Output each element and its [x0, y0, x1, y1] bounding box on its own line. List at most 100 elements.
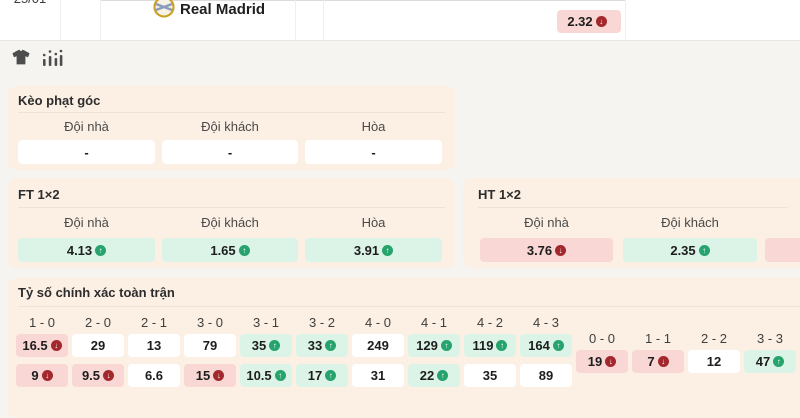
ft-away-cell[interactable]: 1.65 ↑	[162, 238, 298, 262]
score-label: 4 - 1	[420, 315, 447, 330]
score-column: 4 - 3 164 ↑ 89	[520, 308, 572, 387]
score-label: 3 - 3	[756, 331, 783, 346]
odds-value: 35	[482, 368, 498, 383]
score-odds-cell[interactable]: 35 ↑	[240, 334, 292, 357]
odds-value: 89	[538, 368, 554, 383]
score-odds-cell[interactable]: 6.6	[128, 364, 180, 387]
score-column: 3 - 1 35 ↑ 10.5 ↑	[240, 308, 292, 387]
row-divider	[100, 0, 625, 1]
odds-value: 22	[419, 368, 435, 383]
score-odds-cell[interactable]: 249	[352, 334, 404, 357]
odds-value: 17	[307, 368, 323, 383]
score-column: 3 - 0 79 15 ↓	[184, 308, 236, 387]
score-odds-cell[interactable]: 7 ↓	[632, 350, 684, 373]
odds-value: 47	[755, 354, 771, 369]
away-label: Đội khách	[661, 215, 719, 230]
column-divider	[295, 0, 296, 40]
score-label: 3 - 2	[308, 315, 335, 330]
odds-value: 4.13	[66, 242, 93, 258]
score-odds-cell[interactable]: 29	[72, 334, 124, 357]
column-divider	[100, 0, 101, 40]
odds-value: 15	[195, 368, 211, 383]
odds-value: 9	[31, 368, 39, 383]
score-odds-cell[interactable]: 13	[128, 334, 180, 357]
draw-score-column: 3 - 3 47 ↑	[744, 308, 796, 373]
trend-down-icon: ↓	[605, 356, 617, 367]
odds-value: 3.91	[353, 242, 380, 258]
column-divider	[323, 0, 324, 40]
score-odds-cell[interactable]: 17 ↑	[296, 364, 348, 387]
score-label: 4 - 2	[476, 315, 503, 330]
score-label: 3 - 0	[196, 315, 223, 330]
home-label: Đội nhà	[64, 215, 109, 230]
score-odds-cell[interactable]: 129 ↑	[408, 334, 460, 357]
score-odds-cell[interactable]: 9 ↓	[16, 364, 68, 387]
corner-away-cell[interactable]: -	[162, 140, 298, 164]
score-column: 4 - 1 129 ↑ 22 ↑	[408, 308, 460, 387]
column-divider	[60, 0, 61, 40]
section-title: HT 1×2	[478, 187, 521, 202]
score-odds-cell[interactable]: 22 ↑	[408, 364, 460, 387]
corner-home-cell[interactable]: -	[18, 140, 155, 164]
draw-label: Hòa	[361, 215, 386, 230]
team-name[interactable]: Real Madrid	[180, 1, 266, 18]
odds-value: 79	[202, 338, 218, 353]
ht-home-cell[interactable]: 3.76 ↓	[480, 238, 613, 262]
score-odds-cell[interactable]: 33 ↑	[296, 334, 348, 357]
score-column: 3 - 2 33 ↑ 17 ↑	[296, 308, 348, 387]
odds-value: 249	[367, 338, 389, 353]
score-odds-cell[interactable]: 89	[520, 364, 572, 387]
score-odds-cell[interactable]: 35	[464, 364, 516, 387]
score-label: 2 - 2	[700, 331, 727, 346]
score-odds-cell[interactable]: 16.5 ↓	[16, 334, 68, 357]
bar-chart-icon[interactable]	[41, 49, 63, 69]
score-odds-cell[interactable]: 19 ↓	[576, 350, 628, 373]
score-odds-cell[interactable]: 9.5 ↓	[72, 364, 124, 387]
score-label: 2 - 0	[84, 315, 111, 330]
score-odds-cell[interactable]: 10.5 ↑	[240, 364, 292, 387]
trend-up-icon: ↑	[440, 340, 452, 351]
score-odds-cell[interactable]: 31	[352, 364, 404, 387]
score-odds-cell[interactable]: 12	[688, 350, 740, 373]
team-logo-wrap	[152, 0, 176, 19]
ft-home-cell[interactable]: 4.13 ↑	[18, 238, 155, 262]
score-odds-cell[interactable]: 119 ↑	[464, 334, 516, 357]
away-label: Đội khách	[201, 215, 259, 230]
trend-up-icon: ↑	[382, 244, 394, 256]
ht-away-cell[interactable]: 2.35 ↑	[623, 238, 757, 262]
odds-value: 16.5	[22, 338, 48, 353]
score-odds-cell[interactable]: 15 ↓	[184, 364, 236, 387]
score-label: 3 - 1	[252, 315, 279, 330]
trend-up-icon: ↑	[698, 244, 710, 256]
trend-down-icon: ↓	[41, 370, 53, 381]
jersey-icon[interactable]	[11, 49, 33, 69]
score-column: 2 - 0 29 9.5 ↓	[72, 308, 124, 387]
corner-draw-cell[interactable]: -	[305, 140, 442, 164]
score-label: 1 - 0	[28, 315, 55, 330]
score-column: 4 - 2 119 ↑ 35	[464, 308, 516, 387]
score-label: 1 - 1	[644, 331, 671, 346]
draw-label: Hòa	[361, 119, 386, 134]
score-odds-cell[interactable]: 47 ↑	[744, 350, 796, 373]
odds-value: -	[371, 144, 376, 160]
ht-draw-cell-clipped[interactable]	[765, 238, 800, 262]
score-column: 4 - 0 249 31	[352, 308, 404, 387]
match-row: 25/01 Real Madrid 2.32↓	[0, 0, 800, 41]
ft-draw-cell[interactable]: 3.91 ↑	[305, 238, 442, 262]
odds-value: 119	[472, 338, 494, 353]
score-odds-cell[interactable]: 79	[184, 334, 236, 357]
odds-value: 9.5	[81, 368, 101, 383]
match-odds-cell[interactable]: 2.32 ↓	[557, 10, 621, 33]
trend-up-icon: ↑	[238, 244, 250, 256]
odds-value: 129	[416, 338, 438, 353]
odds-value: 6.6	[144, 368, 164, 383]
score-odds-cell[interactable]: 164 ↑	[520, 334, 572, 357]
home-label: Đội nhà	[524, 215, 569, 230]
odds-value: 2.35	[670, 242, 696, 258]
odds-value: 10.5	[246, 368, 272, 383]
odds-value: 13	[146, 338, 162, 353]
trend-up-icon: ↑	[325, 370, 337, 381]
divider	[478, 207, 788, 208]
trend-up-icon: ↑	[496, 340, 508, 351]
trend-up-icon: ↑	[269, 340, 281, 351]
